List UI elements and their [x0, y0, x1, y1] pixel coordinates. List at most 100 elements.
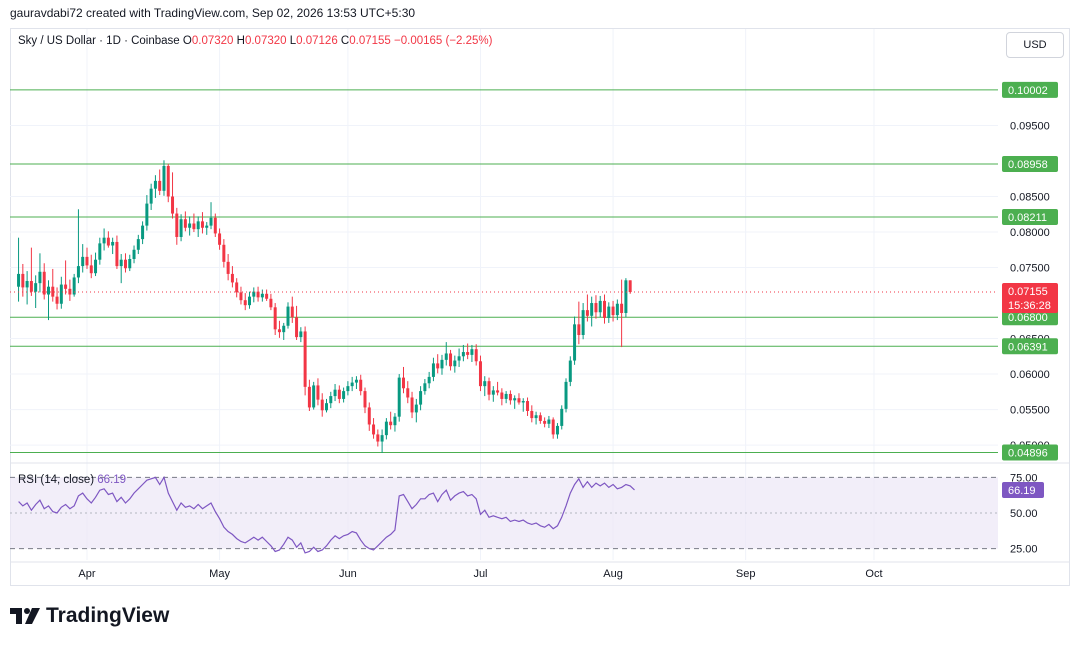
candle-body — [55, 296, 59, 304]
candle-body — [205, 225, 209, 228]
candle-body — [555, 425, 559, 435]
candle-body — [68, 288, 72, 295]
candle-body — [158, 180, 162, 191]
candle-body — [620, 303, 624, 313]
price-tick-label: 0.09500 — [1010, 120, 1050, 132]
candle-body — [196, 221, 200, 230]
candle-body — [209, 217, 213, 226]
time-axis-label: Apr — [78, 568, 95, 580]
candle-body — [431, 363, 435, 377]
level-label-box — [1002, 155, 1058, 172]
candle-body — [17, 273, 21, 287]
candle-body — [303, 331, 307, 387]
candle-body — [598, 300, 602, 313]
candle-body — [192, 223, 196, 230]
candle-body — [200, 221, 204, 228]
candle-body — [213, 217, 217, 234]
candle-body — [171, 196, 175, 214]
candle-body — [239, 292, 243, 301]
last-price-label: 0.07155 — [1008, 286, 1048, 298]
candle-body — [397, 377, 401, 417]
open-value: 0.07320 — [191, 35, 234, 47]
candle-body — [410, 397, 414, 413]
candle-body — [461, 352, 465, 357]
candle-body — [419, 391, 423, 405]
candle-body — [354, 379, 358, 383]
candle-body — [487, 381, 491, 395]
level-label: 0.08211 — [1008, 212, 1047, 224]
candle-body — [491, 390, 495, 395]
candle-body — [218, 233, 222, 245]
level-label: 0.04896 — [1008, 447, 1048, 459]
candle-body — [128, 259, 132, 269]
candle-body — [123, 259, 127, 269]
candle-body — [359, 379, 363, 392]
candle-body — [25, 281, 29, 288]
candle-body — [286, 306, 290, 326]
candle-body — [226, 261, 230, 274]
candle-body — [320, 399, 324, 411]
candle-body — [51, 286, 55, 297]
rsi-line — [18, 475, 635, 554]
countdown-label: 15:36:28 — [1008, 300, 1051, 312]
time-axis-label: May — [209, 568, 230, 580]
level-label: 0.08958 — [1008, 159, 1048, 171]
candle-body — [316, 385, 320, 400]
candle-body — [607, 306, 611, 318]
candle-body — [269, 298, 273, 308]
candle-body — [483, 381, 487, 387]
candle-body — [449, 353, 453, 367]
candle-body — [517, 398, 521, 403]
tradingview-logo-icon — [10, 608, 40, 624]
candle-body — [508, 393, 512, 401]
close-value: 0.07155 — [349, 35, 391, 47]
candle-body — [265, 293, 269, 299]
candle-body — [98, 243, 102, 260]
candle-body — [342, 391, 346, 399]
candle-body — [393, 416, 397, 426]
candle-body — [64, 284, 68, 289]
currency-button[interactable]: USD — [1006, 32, 1064, 58]
candle-body — [603, 300, 607, 318]
candle-body — [72, 277, 76, 295]
candle-body — [376, 434, 380, 442]
candle-body — [141, 225, 145, 240]
candle-body — [573, 324, 577, 361]
candle-body — [628, 280, 632, 293]
candle-body — [179, 219, 183, 237]
candle-body — [273, 307, 277, 330]
candle-body — [534, 415, 538, 419]
chart-frame — [10, 28, 1070, 586]
price-tick-label: 0.05500 — [1010, 405, 1050, 417]
candle-body — [153, 180, 157, 189]
level-label: 0.10002 — [1008, 85, 1048, 97]
candle-body — [282, 325, 286, 333]
candle-body — [111, 241, 115, 246]
symbol-legend: Sky / US Dollar · 1D · Coinbase O0.07320… — [18, 35, 492, 47]
candle-body — [500, 392, 504, 399]
rsi-level-label: 75.00 — [1010, 472, 1038, 484]
candle-body — [372, 424, 376, 435]
rsi-value: 66.19 — [97, 474, 127, 486]
level-label-box — [1002, 81, 1058, 98]
open-label: O — [182, 35, 192, 47]
candle-body — [346, 386, 350, 392]
candle-body — [115, 241, 119, 267]
price-tick-label: 0.07500 — [1010, 263, 1050, 275]
time-axis-label: Oct — [865, 568, 882, 580]
level-label-box — [1002, 444, 1058, 461]
attribution-line: gauravdabi72 created with TradingView.co… — [10, 6, 416, 20]
candle-body — [496, 390, 500, 393]
candle-body — [290, 306, 294, 318]
candle-body — [423, 383, 427, 392]
candle-body — [513, 398, 517, 401]
candle-body — [132, 249, 136, 259]
high-value: 0.07320 — [244, 35, 287, 47]
candle-body — [581, 310, 585, 335]
candle-body — [329, 396, 333, 404]
candle-body — [29, 281, 33, 292]
candle-body — [457, 356, 461, 361]
brand-name: TradingView — [46, 604, 170, 627]
candle-body — [166, 165, 170, 197]
